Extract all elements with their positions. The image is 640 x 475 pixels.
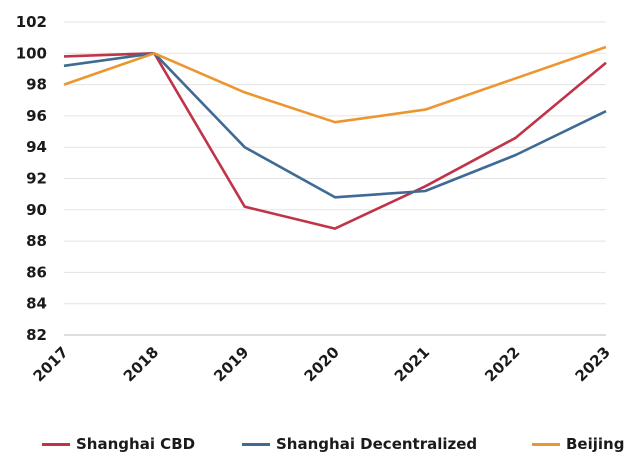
legend-label-shanghai-cbd: Shanghai CBD (76, 435, 196, 453)
y-tick-label-92: 92 (26, 170, 47, 188)
legend-swatch-shanghai-decentralized (242, 442, 270, 446)
gridlines (64, 21, 606, 336)
legend-swatch-shanghai-cbd (42, 442, 70, 446)
x-tick-label-2017: 2017 (30, 343, 72, 385)
y-tick-label-96: 96 (26, 107, 47, 125)
x-tick-label-2020: 2020 (301, 343, 343, 385)
y-tick-label-94: 94 (26, 138, 47, 156)
series-lines (63, 45, 607, 230)
y-tick-label-82: 82 (26, 326, 47, 344)
legend-item-shanghai-cbd: Shanghai CBD (42, 430, 195, 458)
y-tick-label-86: 86 (26, 263, 47, 281)
legend-label-beijing: Beijing (566, 435, 625, 453)
x-tick-label-2021: 2021 (391, 343, 433, 385)
x-tick-label-2018: 2018 (120, 343, 162, 385)
y-tick-label-102: 102 (16, 13, 47, 31)
y-tick-label-88: 88 (26, 232, 47, 250)
legend-item-shanghai-decentralized: Shanghai Decentralized (242, 430, 477, 458)
y-tick-label-100: 100 (16, 44, 47, 62)
y-tick-label-90: 90 (26, 201, 47, 219)
x-tick-label-2022: 2022 (481, 343, 523, 385)
x-tick-label-2019: 2019 (210, 343, 252, 385)
y-tick-label-84: 84 (26, 295, 47, 313)
x-axis-tick-labels: 2017 2018 2019 2020 2021 2022 2023 (30, 343, 614, 385)
legend-swatch-beijing (532, 442, 560, 446)
legend: Shanghai CBD Shanghai Decentralized Beij… (0, 430, 640, 458)
x-tick-label-2023: 2023 (572, 343, 614, 385)
y-tick-label-98: 98 (26, 76, 47, 94)
y-axis-tick-labels: 82 84 86 88 90 92 94 96 98 100 102 (16, 13, 47, 344)
legend-item-beijing: Beijing (532, 430, 624, 458)
legend-label-shanghai-decentralized: Shanghai Decentralized (276, 435, 478, 453)
series-line-shanghai-cbd (63, 51, 607, 230)
